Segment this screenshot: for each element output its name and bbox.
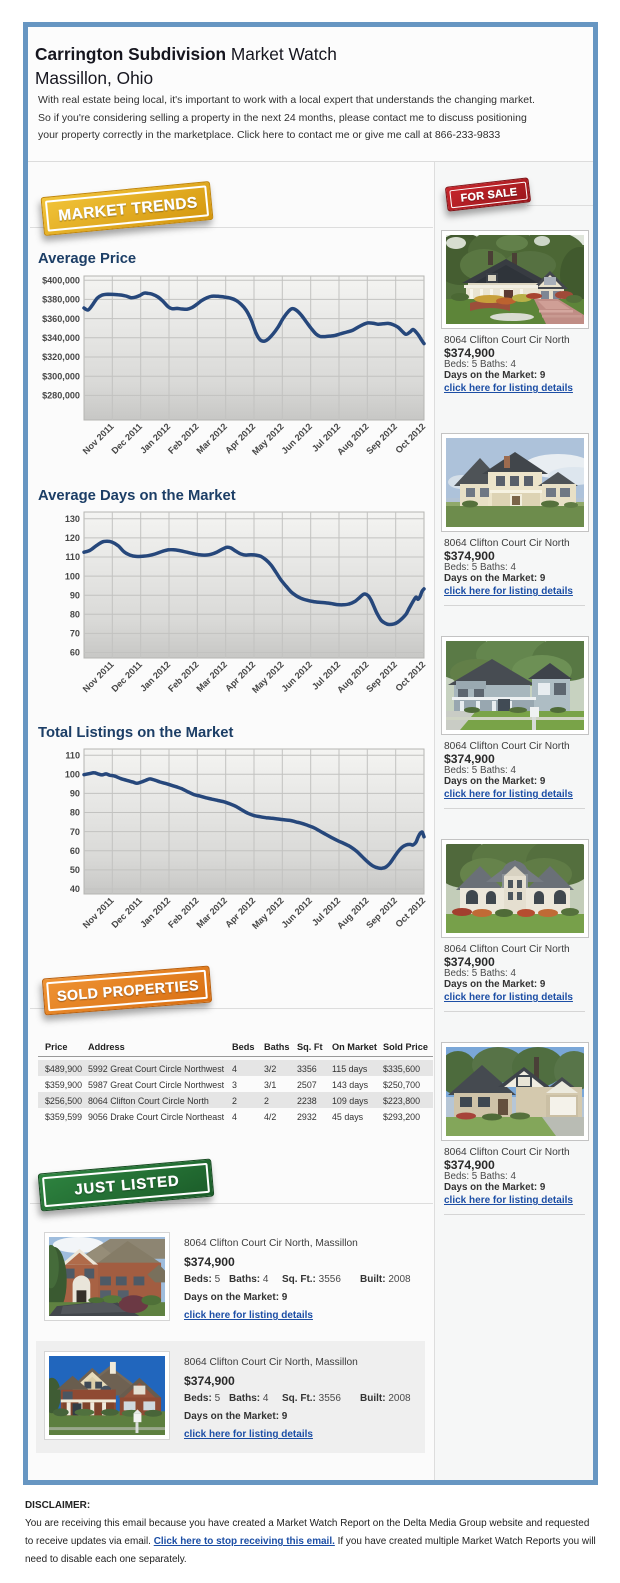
svg-text:Oct 2012: Oct 2012 <box>394 895 428 929</box>
svg-text:SOLD PROPERTIES: SOLD PROPERTIES <box>57 977 200 1004</box>
svg-text:110: 110 <box>65 750 80 760</box>
svg-text:80: 80 <box>70 610 80 620</box>
svg-text:Jun 2012: Jun 2012 <box>280 421 315 456</box>
svg-text:90: 90 <box>70 590 80 600</box>
svg-text:60: 60 <box>70 648 80 658</box>
svg-text:$320,000: $320,000 <box>42 352 80 362</box>
svg-text:70: 70 <box>70 629 80 639</box>
svg-text:$400,000: $400,000 <box>42 275 80 285</box>
svg-text:100: 100 <box>65 571 80 581</box>
svg-text:40: 40 <box>70 884 80 894</box>
svg-text:Oct 2012: Oct 2012 <box>394 659 428 693</box>
svg-text:Sep 2012: Sep 2012 <box>364 421 399 456</box>
svg-text:Sep 2012: Sep 2012 <box>364 895 399 930</box>
svg-text:Mar 2012: Mar 2012 <box>195 659 230 694</box>
svg-text:110: 110 <box>65 552 80 562</box>
svg-text:Mar 2012: Mar 2012 <box>195 895 230 930</box>
svg-text:100: 100 <box>65 770 80 780</box>
svg-text:130: 130 <box>65 514 80 524</box>
svg-text:Dec 2011: Dec 2011 <box>110 895 145 930</box>
svg-text:Oct 2012: Oct 2012 <box>394 421 428 455</box>
svg-text:120: 120 <box>65 533 80 543</box>
svg-text:60: 60 <box>70 846 80 856</box>
svg-text:$340,000: $340,000 <box>42 333 80 343</box>
svg-text:$300,000: $300,000 <box>42 371 80 381</box>
svg-text:Mar 2012: Mar 2012 <box>195 421 230 456</box>
svg-text:Jun 2012: Jun 2012 <box>280 659 315 694</box>
svg-text:$360,000: $360,000 <box>42 314 80 324</box>
svg-text:Sep 2012: Sep 2012 <box>364 659 399 694</box>
svg-text:MARKET TRENDS: MARKET TRENDS <box>58 194 199 224</box>
svg-text:$280,000: $280,000 <box>42 391 80 401</box>
svg-text:50: 50 <box>70 865 80 875</box>
svg-text:70: 70 <box>70 827 80 837</box>
svg-text:90: 90 <box>70 789 80 799</box>
svg-text:$380,000: $380,000 <box>42 295 80 305</box>
svg-text:JUST LISTED: JUST LISTED <box>74 1173 181 1198</box>
svg-text:Dec 2011: Dec 2011 <box>110 421 145 456</box>
svg-text:Jun 2012: Jun 2012 <box>280 895 315 930</box>
svg-text:FOR SALE: FOR SALE <box>460 186 518 204</box>
svg-text:80: 80 <box>70 808 80 818</box>
svg-text:Dec 2011: Dec 2011 <box>110 659 145 694</box>
